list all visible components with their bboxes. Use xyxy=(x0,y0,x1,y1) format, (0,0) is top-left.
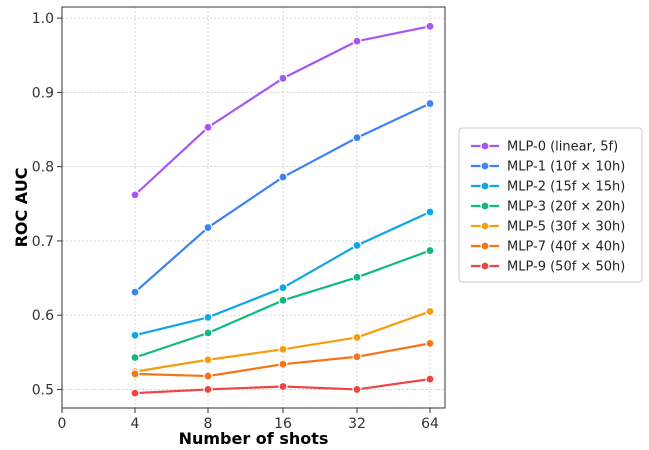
y-tick-label: 1.0 xyxy=(32,11,54,27)
series-6 xyxy=(130,374,435,398)
legend-entry-label: MLP-5 (30f × 30h) xyxy=(507,220,625,235)
data-point xyxy=(425,306,435,317)
data-point xyxy=(130,388,140,398)
data-point xyxy=(203,371,213,381)
x-tick-label: 16 xyxy=(274,416,292,432)
legend-marker xyxy=(480,241,490,251)
y-tick-label: 0.5 xyxy=(32,382,54,398)
grid xyxy=(62,7,445,408)
data-point xyxy=(203,384,213,395)
legend-marker xyxy=(480,141,490,151)
legend-entry-label: MLP-2 (15f × 15h) xyxy=(507,180,625,195)
data-point xyxy=(425,207,435,217)
data-point xyxy=(278,295,288,305)
x-tick-label: 0 xyxy=(58,416,67,432)
legend-marker xyxy=(480,221,490,231)
y-tick-label: 0.8 xyxy=(32,160,54,176)
data-point xyxy=(278,381,288,392)
y-tick-label: 0.9 xyxy=(32,85,54,101)
series-0 xyxy=(130,21,435,200)
legend-marker xyxy=(480,201,490,211)
data-point xyxy=(278,73,288,83)
series-4 xyxy=(130,306,435,377)
x-tick-label: 64 xyxy=(421,416,439,432)
legend-marker xyxy=(480,261,490,271)
data-point xyxy=(352,36,362,46)
data-point xyxy=(352,352,362,362)
data-point xyxy=(130,352,140,363)
series-line xyxy=(134,102,431,293)
series-1 xyxy=(130,98,435,297)
legend-marker xyxy=(480,161,490,171)
series-2 xyxy=(130,207,435,340)
y-tick-label: 0.6 xyxy=(32,308,54,324)
data-point xyxy=(278,283,288,293)
data-point xyxy=(278,344,288,354)
series-5 xyxy=(130,338,435,381)
data-point xyxy=(278,172,288,182)
plot-frame xyxy=(61,6,446,409)
data-point xyxy=(278,359,288,369)
y-axis-ticks: 0.5 0.6 0.7 0.8 0.9 1.0 xyxy=(32,11,62,398)
legend-entry-label: MLP-9 (50f × 50h) xyxy=(507,260,625,275)
legend-entry-label: MLP-0 (linear, 5f) xyxy=(507,140,618,155)
legend-entry-label: MLP-7 (40f × 40h) xyxy=(507,240,625,255)
data-point xyxy=(130,190,140,200)
series-3 xyxy=(130,245,435,363)
data-point xyxy=(130,369,140,379)
data-point xyxy=(203,355,213,365)
data-point xyxy=(352,332,362,343)
data-point xyxy=(425,338,435,348)
data-point xyxy=(203,222,213,233)
data-point xyxy=(352,272,362,282)
data-point xyxy=(203,122,213,132)
data-point xyxy=(130,287,140,297)
data-point xyxy=(130,330,140,340)
legend-entry-label: MLP-1 (10f × 10h) xyxy=(507,160,625,175)
y-tick-label: 0.7 xyxy=(32,234,54,250)
legend-entry-label: MLP-3 (20f × 20h) xyxy=(507,200,625,215)
x-tick-label: 4 xyxy=(131,416,140,432)
x-tick-label: 8 xyxy=(204,416,213,432)
legend: MLP-0 (linear, 5f) MLP-1 (10f × 10h) MLP-2… xyxy=(458,127,643,283)
data-point xyxy=(425,374,435,384)
series-line xyxy=(134,210,431,337)
series-line xyxy=(134,25,431,196)
data-point xyxy=(352,133,362,143)
data-point xyxy=(425,245,435,256)
x-axis-label: Number of shots xyxy=(179,429,329,448)
data-point xyxy=(203,312,213,323)
data-point xyxy=(425,98,435,109)
x-tick-label: 32 xyxy=(348,416,366,432)
data-point xyxy=(425,21,435,31)
series-lines xyxy=(130,21,435,398)
data-point xyxy=(352,384,362,395)
legend-box xyxy=(458,127,643,283)
x-axis-ticks: 0 4 8 16 32 64 xyxy=(58,408,439,432)
data-point xyxy=(203,328,213,338)
y-axis-label: ROC AUC xyxy=(12,168,31,248)
legend-marker xyxy=(480,181,490,191)
data-point xyxy=(352,240,362,250)
